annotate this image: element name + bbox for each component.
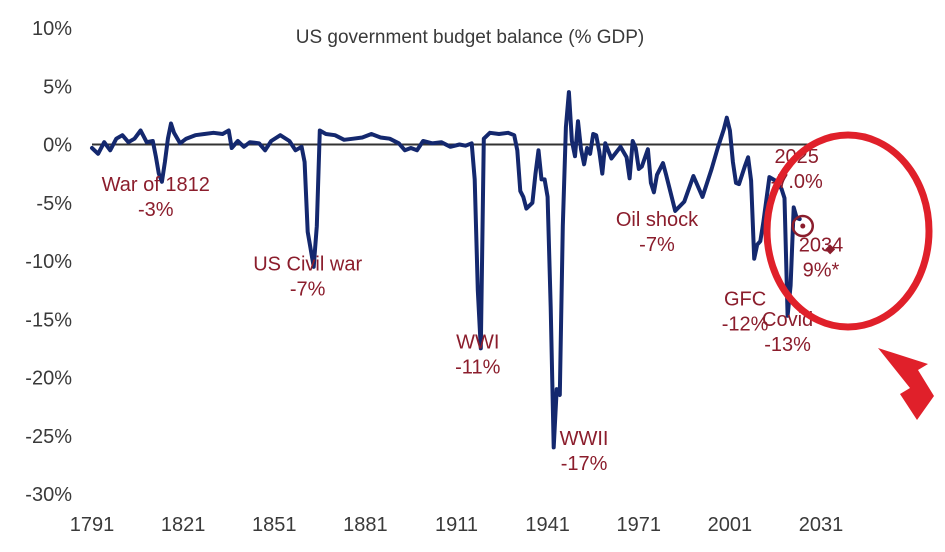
x-tick-label: 1941 — [525, 514, 570, 536]
y-tick-label: 0% — [43, 135, 72, 157]
x-tick-label: 1911 — [435, 514, 478, 536]
y-tick-label: 10% — [32, 18, 72, 40]
y-tick-label: -20% — [25, 368, 72, 390]
annotation-label: WWII — [560, 428, 609, 450]
event-annotations: War of 1812 -3% US Civil war -7% WWI -11% WWII… — [102, 146, 844, 475]
annotation-label: 9%* — [803, 260, 840, 282]
projection-2034-marker — [825, 244, 836, 255]
projection-2025-marker — [791, 214, 815, 238]
x-axis-ticks: 1791 1821 1851 1881 1911 1941 1971 2001 2031 — [70, 514, 844, 536]
annotation-label: Oil shock — [616, 209, 699, 231]
x-tick-label: 1791 — [70, 514, 115, 536]
budget-balance-line — [90, 90, 802, 450]
x-tick-label: 2031 — [799, 514, 844, 536]
y-tick-label: -25% — [25, 426, 72, 448]
annotation-label: -11% — [455, 356, 500, 378]
annotation-label: US Civil war — [253, 253, 362, 275]
highlight-ellipse — [763, 131, 933, 331]
x-tick-label: 1851 — [252, 514, 297, 536]
annotation-label: -12% — [722, 313, 769, 335]
y-tick-label: 5% — [43, 76, 72, 98]
x-tick-label: 1881 — [343, 514, 388, 536]
annotation-label: 2034 — [799, 235, 844, 257]
annotation-label: Covid — [762, 309, 813, 331]
annotation-label: -13% — [764, 334, 811, 356]
annotation-label: -7% — [639, 234, 675, 256]
y-tick-label: -15% — [25, 309, 72, 331]
y-axis-ticks: 10% 5% 0% -5% -10% -15% -20% -25% -30% — [25, 18, 72, 506]
annotation-label: -17% — [561, 453, 608, 475]
projection-markers — [791, 214, 836, 255]
y-tick-label: -30% — [25, 484, 72, 506]
annotation-label: GFC — [724, 288, 766, 310]
annotation-label: -3% — [138, 199, 174, 221]
x-tick-label: 1971 — [617, 514, 662, 536]
y-tick-label: -5% — [36, 193, 72, 215]
highlight-arrow-icon — [878, 348, 934, 420]
x-tick-label: 1821 — [161, 514, 206, 536]
y-tick-label: -10% — [25, 251, 72, 273]
projection-2025-point — [800, 223, 806, 229]
chart-title: US government budget balance (% GDP) — [296, 27, 645, 48]
annotation-label: War of 1812 — [102, 174, 210, 196]
annotation-label: -7% — [290, 278, 326, 300]
annotation-label: WWI — [456, 331, 499, 353]
highlight-overlay — [763, 131, 934, 420]
x-tick-label: 2001 — [708, 514, 753, 536]
